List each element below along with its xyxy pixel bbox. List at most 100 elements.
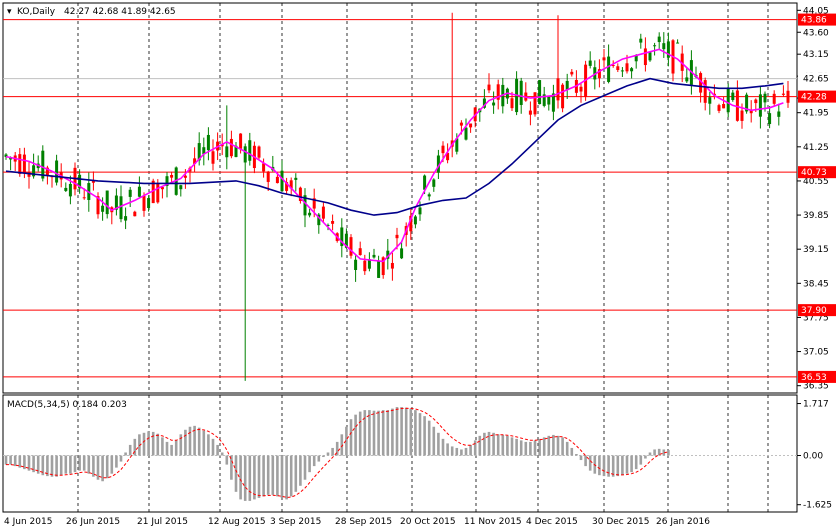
macd-bar [133, 438, 137, 456]
level-label-box [798, 13, 836, 26]
candle-body [289, 180, 293, 189]
macd-bar [27, 455, 31, 471]
macd-bar [644, 455, 647, 459]
candle-body [625, 63, 629, 72]
candle-body [22, 154, 26, 173]
date-tick-label: 11 Nov 2015 [464, 517, 522, 527]
macd-indicator: 1.717 0.00 -1.625 [3, 400, 832, 511]
macd-bar [510, 437, 514, 456]
macd-bar [358, 411, 362, 456]
candle-body [285, 182, 289, 191]
macd-bar [368, 410, 371, 456]
candle-body [510, 98, 514, 109]
macd-bar [519, 440, 523, 456]
macd-bar [202, 430, 206, 456]
macd-bar [211, 438, 215, 456]
date-tick-label: 21 Jul 2015 [137, 517, 188, 527]
candle-body [234, 145, 238, 158]
candle-body [156, 184, 160, 203]
macd-bar [46, 455, 49, 477]
macd-bar [193, 425, 196, 456]
macd-bar [73, 455, 77, 473]
candle-body [781, 93, 785, 95]
macd-bar [174, 440, 178, 456]
price-tick-label: 41.25 [803, 143, 829, 153]
level-label-box [798, 370, 836, 383]
candle-body [423, 175, 427, 190]
candle-body [496, 84, 500, 100]
candle-body [565, 80, 569, 90]
level-label: 40.73 [801, 168, 827, 178]
date-tick-label: 12 Aug 2015 [208, 517, 266, 527]
candle-body [32, 165, 36, 177]
level-label: 43.86 [801, 16, 827, 26]
macd-bar [253, 455, 256, 500]
macd-bar [611, 455, 615, 477]
macd-bar [607, 455, 610, 477]
macd-bar [96, 455, 100, 480]
macd-bar [32, 455, 35, 473]
candle-body [570, 71, 574, 75]
candle-body [400, 248, 404, 259]
date-tick-label: 28 Sep 2015 [335, 517, 392, 527]
candle-body [280, 170, 284, 192]
macd-bar [82, 455, 86, 471]
current-price-box [798, 72, 836, 85]
candle-body [777, 111, 781, 117]
candle-body [312, 198, 316, 209]
macd-bar [151, 431, 155, 456]
macd-bar [124, 452, 127, 456]
macd-bar [161, 437, 164, 456]
macd-bar [625, 455, 629, 474]
candle-body [101, 205, 105, 212]
macd-bar [538, 438, 541, 456]
candle-body [772, 93, 776, 104]
macd-bar [119, 455, 123, 462]
candle-body [482, 98, 486, 108]
candle-body [243, 146, 247, 163]
price-tick-label: 44.05 [803, 6, 829, 16]
macd-bar [354, 414, 357, 456]
candle-body [643, 48, 647, 66]
candle-body [455, 138, 459, 152]
candle-body [722, 103, 726, 109]
macd-bar [395, 407, 399, 456]
macd-bar [9, 455, 12, 465]
candle-body [340, 227, 344, 247]
macd-tick-label: 1.717 [803, 400, 829, 410]
candle-body [556, 78, 560, 101]
candle-body [308, 212, 312, 216]
macd-bar [230, 455, 233, 480]
candle-body [432, 179, 436, 187]
candle-body [758, 94, 762, 117]
macd-bar [184, 429, 187, 456]
candle-body [170, 174, 174, 178]
candle-body [735, 90, 739, 121]
macd-bar [506, 435, 509, 456]
candle-body [616, 66, 620, 71]
macd-bar [207, 434, 210, 456]
candle-body [538, 80, 542, 105]
candle-body [27, 172, 31, 177]
macd-tick-label: -1.625 [803, 501, 832, 511]
candle-body [119, 196, 123, 220]
date-tick-label: 20 Oct 2015 [400, 517, 456, 527]
macd-bar [529, 441, 532, 456]
level-label-box [798, 166, 836, 179]
macd-bar [271, 455, 275, 495]
price-tick-label: 39.15 [803, 245, 829, 255]
candle-body [427, 194, 431, 197]
macd-bar [289, 455, 293, 497]
candle-body [225, 146, 229, 158]
candle-body [768, 113, 772, 125]
date-tick-label: 3 Sep 2015 [270, 517, 321, 527]
candle-body [441, 145, 445, 154]
macd-bar [542, 437, 546, 456]
macd-bar [570, 447, 574, 456]
current-price-label: 42.65 [803, 75, 829, 85]
symbol-dropdown-icon[interactable]: ▾ [7, 7, 12, 17]
macd-bar [579, 455, 583, 461]
macd-bar [432, 426, 436, 456]
candle-body [331, 220, 335, 224]
candle-body [193, 158, 197, 164]
